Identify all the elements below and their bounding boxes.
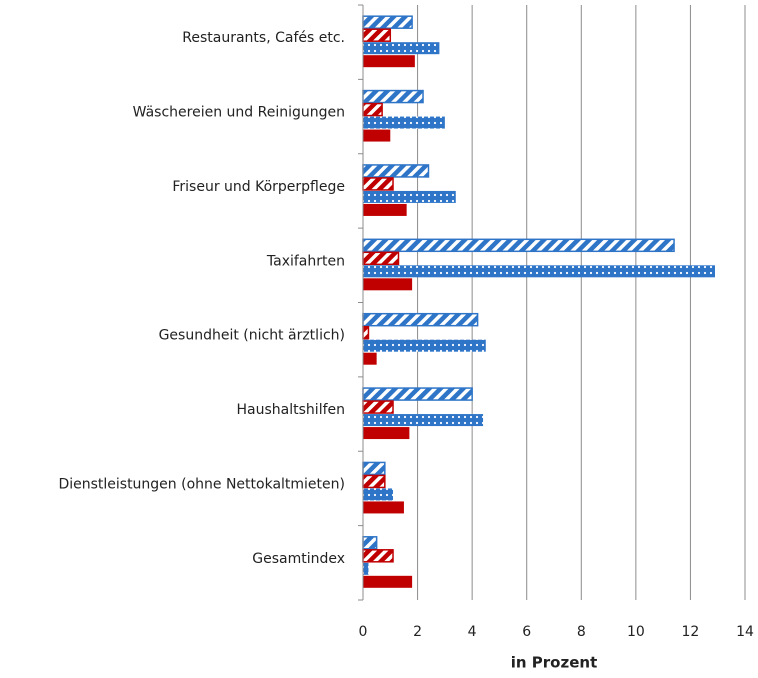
bar (362, 400, 394, 414)
bar (362, 164, 430, 178)
bar (362, 15, 413, 29)
bar (362, 238, 675, 253)
x-tick-label: 6 (522, 624, 531, 640)
x-tick-label: 8 (577, 624, 586, 640)
y-tick-label: Gesundheit (nicht ärztlich) (159, 328, 345, 344)
bar (362, 28, 392, 42)
x-tick-label: 4 (468, 624, 477, 640)
x-tick-label: 14 (736, 624, 754, 640)
y-tick-label: Haushaltshilfen (237, 402, 345, 418)
bar (363, 575, 413, 588)
bar (363, 339, 486, 352)
bar (362, 536, 378, 550)
bar (363, 278, 413, 291)
bar (363, 116, 445, 129)
bar (362, 474, 386, 489)
bar (363, 562, 369, 575)
bar (363, 55, 415, 68)
bar (362, 387, 473, 401)
bar (363, 352, 377, 365)
bar (362, 461, 386, 476)
y-tick-label: Taxifahrten (266, 253, 345, 269)
bar (363, 42, 440, 55)
bar (363, 129, 391, 142)
bar (362, 325, 370, 340)
bar (362, 312, 479, 327)
y-tick-label: Wäschereien und Reinigungen (133, 105, 345, 121)
x-tick-label: 2 (413, 624, 422, 640)
bar (362, 549, 394, 563)
bar (362, 251, 400, 266)
x-tick-label: 0 (359, 624, 368, 640)
x-axis-label: in Prozent (511, 654, 598, 672)
bar (363, 488, 394, 501)
bar (362, 177, 394, 191)
y-tick-label: Restaurants, Cafés etc. (182, 30, 345, 46)
bar (363, 427, 410, 440)
bar (363, 203, 407, 216)
bar (363, 501, 404, 514)
bar (363, 190, 456, 203)
bar (363, 265, 715, 278)
bar (363, 414, 484, 427)
y-tick-label: Friseur und Körperpflege (172, 179, 345, 195)
x-tick-label: 10 (627, 624, 645, 640)
bar (362, 89, 424, 104)
y-tick-label: Gesamtindex (252, 551, 345, 567)
y-tick-label: Dienstleistungen (ohne Nettokaltmieten) (58, 476, 345, 492)
bar (362, 102, 383, 117)
x-tick-label: 12 (682, 624, 700, 640)
